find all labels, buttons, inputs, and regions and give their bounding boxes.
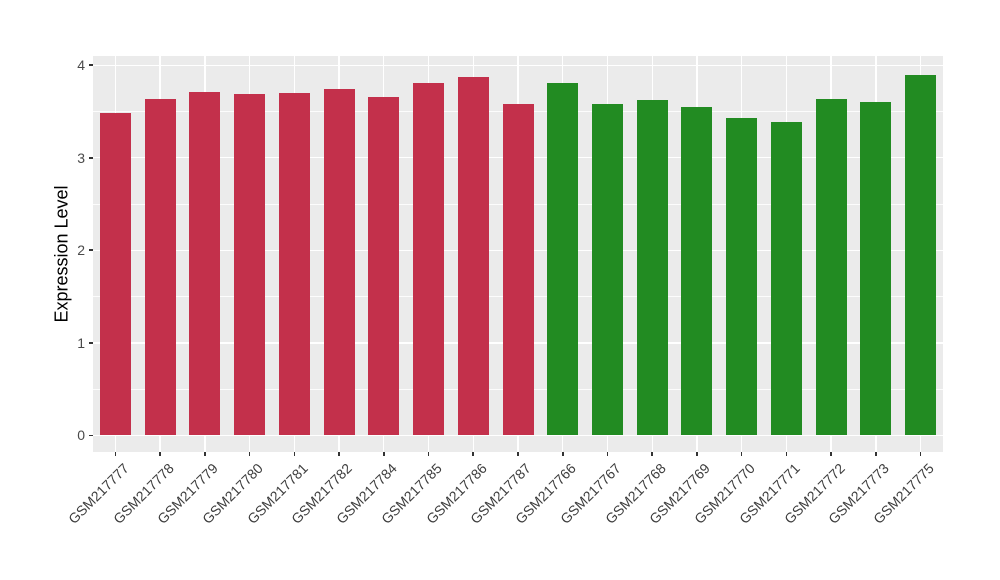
plot-panel [93,56,943,452]
bar-GSM217767 [591,104,623,436]
bar-GSM217778 [144,99,176,436]
y-tick-mark [88,156,93,159]
bar-GSM217780 [234,93,266,436]
bar-GSM217773 [860,102,892,436]
x-tick-mark [651,452,653,456]
x-tick-mark [696,452,698,456]
bar-GSM217779 [189,92,221,436]
y-tick-label: 2 [77,242,85,259]
y-tick-mark [88,434,93,437]
x-tick-mark [248,452,251,456]
y-tick-label: 3 [77,149,85,166]
x-tick-mark [919,452,922,456]
x-tick-mark [472,452,475,456]
bar-GSM217785 [413,82,445,436]
bar-GSM217768 [636,100,668,436]
y-tick-label: 0 [77,427,85,444]
x-tick-mark [517,452,519,456]
y-tick-mark [88,342,93,344]
x-tick-mark [338,452,340,456]
y-tick-label: 1 [77,334,85,351]
bar-GSM217769 [681,106,713,436]
gridline-major [93,64,943,66]
bar-GSM217784 [368,96,400,436]
x-tick-mark [159,452,161,456]
x-tick-mark [382,452,385,456]
bar-GSM217782 [323,89,355,436]
bar-GSM217772 [815,99,847,436]
gridline-major [93,434,943,437]
x-tick-mark [561,452,564,456]
x-tick-mark [875,452,877,456]
bar-GSM217775 [905,74,937,436]
bar-GSM217787 [502,104,534,436]
y-tick-mark [88,249,93,252]
x-tick-mark [606,452,609,456]
bar-GSM217786 [457,77,489,436]
bar-GSM217770 [726,117,758,436]
x-tick-mark [204,452,206,456]
x-tick-mark [427,452,430,456]
bar-GSM217781 [278,93,310,436]
x-tick-mark [830,452,832,456]
bar-GSM217771 [770,121,802,436]
x-tick-mark [740,452,743,456]
bar-GSM217766 [547,82,579,436]
x-tick-mark [293,452,296,456]
bar-GSM217777 [99,113,131,436]
y-tick-mark [88,64,93,67]
x-tick-mark [114,452,117,456]
x-tick-mark [785,452,788,456]
y-tick-label: 4 [77,57,85,74]
